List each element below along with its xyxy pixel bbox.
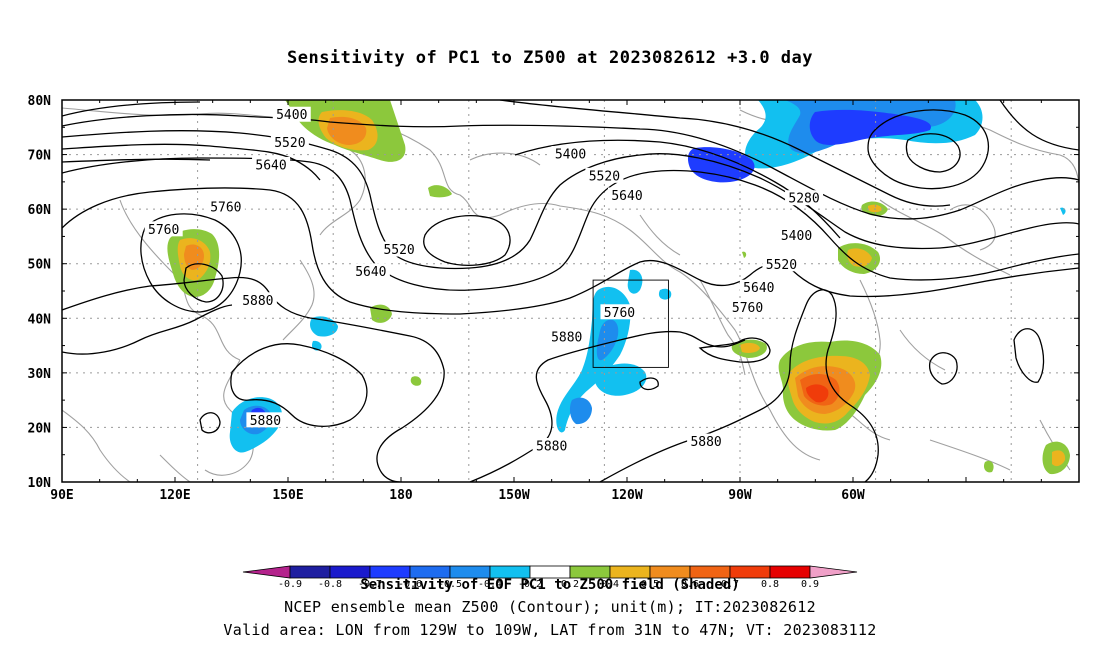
contour-label: 5760 bbox=[732, 301, 763, 316]
contour-label-bg bbox=[585, 167, 624, 183]
lon-label: 60W bbox=[841, 488, 865, 503]
contour-label: 5280 bbox=[788, 192, 819, 207]
colorbar: -0.9 -0.8 -0.7 -0.6 -0.5 -0.4 -0.2 0.2 0.4 0.5 0.6… bbox=[242, 565, 858, 593]
contour-label: 5760 bbox=[210, 200, 241, 215]
colorbar-tick-label: -0.9 bbox=[278, 579, 302, 590]
sensitivity-negative-shading bbox=[229, 100, 1066, 453]
contour-label: 5520 bbox=[589, 169, 620, 184]
contour-label-bg bbox=[728, 299, 767, 315]
longitude-labels: 90E 120E 150E 180 150W 120W 90W 60W bbox=[50, 488, 865, 503]
contour-label-bg bbox=[551, 146, 590, 162]
colorbar-caption: Sensitivity of EOF PC1 to Z500 field (Sh… bbox=[360, 577, 739, 593]
contour-label-bg bbox=[246, 412, 285, 428]
lat-label: 10N bbox=[28, 476, 52, 491]
contour-label: 5400 bbox=[276, 108, 307, 123]
lon-label: 90W bbox=[728, 488, 752, 503]
contour-label: 5880 bbox=[551, 330, 582, 345]
contour-label: 5520 bbox=[383, 243, 414, 258]
contour-label-bg bbox=[272, 106, 311, 122]
colorbar-tick-label: -0.5 bbox=[438, 579, 462, 590]
lon-label: 150W bbox=[498, 488, 529, 503]
contour-label-bg bbox=[270, 134, 309, 150]
contour-label: 5640 bbox=[255, 158, 286, 173]
colorbar-over-triangle bbox=[809, 565, 858, 579]
contour-label-bg bbox=[739, 279, 778, 295]
axis-ticks bbox=[61, 99, 1080, 483]
contour-label: 5880 bbox=[536, 439, 567, 454]
contour-label: 5880 bbox=[250, 414, 281, 429]
colorbar-tick-label: -0.4 bbox=[478, 579, 502, 590]
contour-label-bg bbox=[532, 437, 571, 453]
lon-label: 90E bbox=[50, 488, 73, 503]
lat-label: 30N bbox=[28, 367, 52, 382]
colorbar-swatch bbox=[769, 565, 811, 579]
contour-label: 5400 bbox=[781, 229, 812, 244]
lat-label: 70N bbox=[28, 149, 52, 164]
contour-label-bg bbox=[600, 304, 639, 320]
colorbar-tick-label: 0.7 bbox=[721, 579, 739, 590]
lon-label: 120W bbox=[611, 488, 642, 503]
colorbar-under-triangle bbox=[242, 565, 291, 579]
contour-label: 5760 bbox=[148, 223, 179, 238]
contour-label-bg bbox=[351, 263, 390, 279]
footer-line-2: Valid area: LON from 129W to 109W, LAT f… bbox=[223, 621, 877, 639]
contour-label-bg bbox=[144, 221, 183, 237]
lon-label: 150E bbox=[272, 488, 303, 503]
contour-label: 5760 bbox=[604, 306, 635, 321]
contour-label-bg bbox=[252, 156, 291, 172]
contour-label-bg bbox=[206, 198, 245, 214]
contour-label: 5640 bbox=[611, 189, 642, 204]
colorbar-tick-label: 0.9 bbox=[801, 579, 819, 590]
lat-label: 60N bbox=[28, 203, 52, 218]
contour-label: 5520 bbox=[274, 136, 305, 151]
sensitivity-positive-shading bbox=[167, 100, 1070, 475]
contour-label-bg bbox=[380, 241, 419, 257]
colorbar-tick-label: -0.7 bbox=[358, 579, 382, 590]
contour-label: 5520 bbox=[766, 258, 797, 273]
colorbar-tick-label: -0.8 bbox=[318, 579, 342, 590]
lat-label: 50N bbox=[28, 258, 52, 273]
colorbar-tick-label: -0.6 bbox=[398, 579, 422, 590]
colorbar-tick-label: 0.8 bbox=[761, 579, 779, 590]
lat-label: 80N bbox=[28, 94, 52, 109]
colorbar-tick-label: 0.6 bbox=[681, 579, 699, 590]
contour-label-bg bbox=[238, 292, 277, 308]
colorbar-tick-label: 0.5 bbox=[641, 579, 659, 590]
colorbar-tick-label: 0.4 bbox=[601, 579, 619, 590]
contour-label-bg bbox=[777, 227, 816, 243]
lat-label: 20N bbox=[28, 421, 52, 436]
lon-label: 120E bbox=[159, 488, 190, 503]
contour-label-bg bbox=[687, 433, 726, 449]
z500-contours bbox=[62, 100, 1079, 482]
contour-label-bg bbox=[762, 256, 801, 272]
lat-label: 40N bbox=[28, 312, 52, 327]
colorbar-tick-label: -0.2 bbox=[518, 579, 542, 590]
colorbar-tick-label: 0.2 bbox=[561, 579, 579, 590]
contour-label: 5880 bbox=[242, 294, 273, 309]
contour-label-bg bbox=[785, 190, 824, 206]
colorbar-swatch bbox=[289, 565, 331, 579]
map-title: Sensitivity of PC1 to Z500 at 2023082612… bbox=[286, 48, 813, 68]
contour-label: 5640 bbox=[355, 265, 386, 280]
contour-label: 5880 bbox=[690, 435, 721, 450]
coastlines bbox=[62, 107, 1079, 482]
contour-label: 5640 bbox=[743, 281, 774, 296]
contour-label-bg bbox=[608, 187, 646, 203]
contour-labels: 5400552056405760576058805520564054005520… bbox=[144, 106, 824, 454]
contour-label: 5400 bbox=[555, 148, 586, 163]
latitude-labels: 80N 70N 60N 50N 40N 30N 20N 10N bbox=[28, 94, 52, 491]
contour-label-bg bbox=[547, 328, 586, 344]
valid-area-box bbox=[592, 279, 669, 368]
footer-line-1: NCEP ensemble mean Z500 (Contour); unit(… bbox=[284, 598, 816, 616]
lon-label: 180 bbox=[389, 488, 413, 503]
